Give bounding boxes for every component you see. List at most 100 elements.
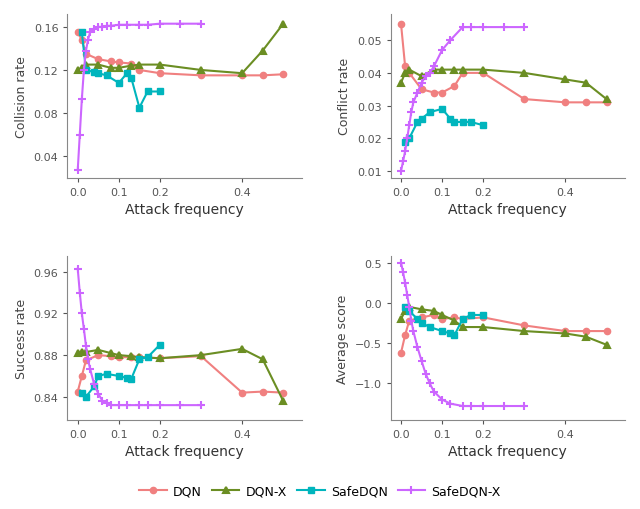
SafeDQN: [95, 373, 102, 379]
SafeDQN: [102, 73, 110, 79]
DQN-X: [451, 318, 458, 324]
DQN: [197, 73, 205, 79]
SafeDQN-X: [426, 71, 434, 77]
DQN: [405, 318, 413, 324]
SafeDQN-X: [430, 389, 438, 395]
DQN: [82, 51, 90, 58]
SafeDQN: [127, 376, 135, 382]
SafeDQN: [413, 120, 421, 126]
SafeDQN: [401, 139, 409, 146]
DQN-X: [156, 355, 164, 361]
SafeDQN-X: [410, 100, 417, 106]
DQN-X: [238, 346, 246, 352]
SafeDQN-X: [115, 402, 123, 408]
DQN-X: [74, 350, 81, 356]
DQN-X: [95, 63, 102, 69]
DQN: [156, 71, 164, 77]
DQN: [405, 71, 413, 77]
SafeDQN-X: [397, 168, 405, 175]
DQN-X: [520, 71, 528, 77]
DQN: [238, 390, 246, 396]
DQN-X: [479, 67, 487, 73]
SafeDQN: [459, 316, 467, 322]
Legend: DQN, DQN-X, SafeDQN, SafeDQN-X: DQN, DQN-X, SafeDQN, SafeDQN-X: [134, 480, 506, 503]
DQN: [397, 22, 405, 28]
DQN: [95, 57, 102, 63]
DQN: [82, 357, 90, 363]
DQN: [127, 61, 135, 67]
SafeDQN-X: [197, 402, 205, 408]
Line: SafeDQN-X: SafeDQN-X: [74, 20, 205, 175]
DQN-X: [197, 68, 205, 74]
DQN-X: [259, 48, 266, 54]
SafeDQN-X: [99, 25, 106, 31]
SafeDQN-X: [90, 381, 98, 387]
SafeDQN: [426, 110, 434, 116]
SafeDQN-X: [80, 326, 88, 332]
SafeDQN-X: [500, 25, 508, 31]
SafeDQN-X: [438, 397, 446, 403]
SafeDQN-X: [438, 48, 446, 54]
Line: DQN: DQN: [398, 312, 610, 356]
Line: SafeDQN-X: SafeDQN-X: [397, 259, 529, 411]
SafeDQN: [401, 304, 409, 310]
SafeDQN-X: [78, 97, 86, 103]
SafeDQN: [156, 89, 164, 95]
SafeDQN: [90, 384, 98, 390]
SafeDQN-X: [156, 402, 164, 408]
DQN: [401, 332, 409, 338]
DQN: [430, 90, 438, 96]
SafeDQN-X: [102, 24, 110, 30]
DQN-X: [582, 334, 590, 340]
SafeDQN-X: [177, 402, 184, 408]
DQN: [401, 64, 409, 70]
SafeDQN-X: [86, 366, 94, 372]
DQN: [438, 316, 446, 322]
DQN-X: [430, 308, 438, 315]
SafeDQN-X: [136, 402, 143, 408]
DQN-X: [78, 349, 86, 355]
SafeDQN: [418, 320, 426, 326]
DQN: [438, 90, 446, 96]
SafeDQN: [144, 354, 152, 360]
SafeDQN-X: [467, 25, 475, 31]
SafeDQN: [413, 316, 421, 322]
SafeDQN: [479, 313, 487, 319]
SafeDQN-X: [74, 167, 81, 174]
Line: DQN-X: DQN-X: [398, 304, 610, 348]
DQN: [561, 328, 569, 334]
SafeDQN-X: [413, 90, 421, 96]
X-axis label: Attack frequency: Attack frequency: [449, 444, 567, 459]
SafeDQN: [459, 120, 467, 126]
SafeDQN: [78, 390, 86, 396]
DQN-X: [136, 63, 143, 69]
SafeDQN-X: [401, 280, 409, 286]
SafeDQN: [156, 342, 164, 348]
SafeDQN-X: [197, 21, 205, 27]
DQN-X: [401, 71, 409, 77]
DQN: [107, 59, 115, 65]
DQN: [280, 390, 287, 396]
DQN: [78, 373, 86, 379]
DQN-X: [107, 66, 115, 72]
SafeDQN: [78, 30, 86, 36]
DQN-X: [418, 306, 426, 313]
SafeDQN-X: [408, 110, 415, 116]
DQN: [520, 97, 528, 103]
SafeDQN-X: [430, 64, 438, 70]
SafeDQN-X: [479, 25, 487, 31]
Y-axis label: Conflict rate: Conflict rate: [339, 58, 351, 135]
SafeDQN: [124, 71, 131, 77]
Y-axis label: Success rate: Success rate: [15, 298, 28, 378]
SafeDQN-X: [78, 311, 86, 317]
SafeDQN-X: [403, 292, 411, 298]
DQN-X: [582, 80, 590, 87]
DQN-X: [438, 67, 446, 73]
SafeDQN: [102, 371, 110, 377]
SafeDQN-X: [447, 401, 454, 407]
SafeDQN-X: [467, 403, 475, 409]
DQN-X: [197, 352, 205, 358]
DQN: [479, 71, 487, 77]
Line: DQN: DQN: [75, 352, 286, 396]
DQN: [107, 353, 115, 359]
